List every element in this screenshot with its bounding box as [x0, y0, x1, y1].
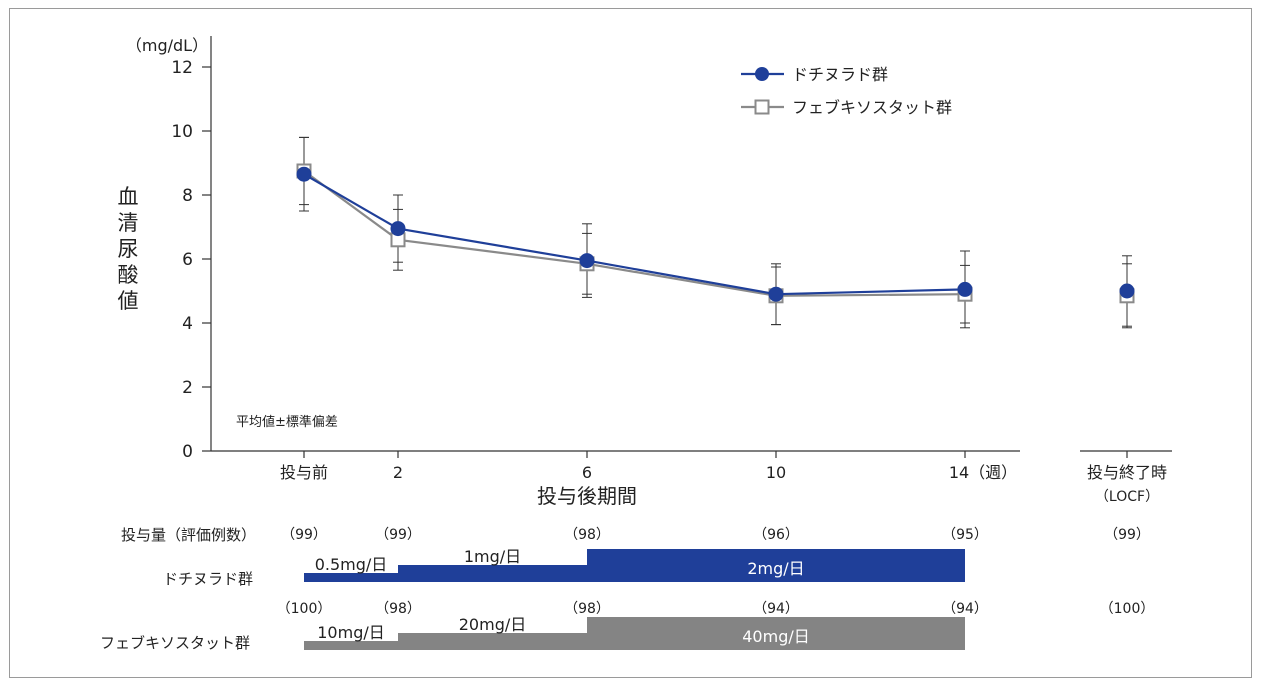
x-tick-sublabel: （LOCF）: [1095, 489, 1159, 505]
y-tick-label: 10: [171, 122, 193, 142]
evaluated-count: （94）: [942, 598, 988, 618]
dose-bar: [398, 565, 587, 582]
data-point: [769, 287, 783, 301]
dose-label: 2mg/日: [747, 555, 804, 579]
legend-label: フェブキソスタット群: [792, 98, 952, 117]
dose-label: 1mg/日: [464, 543, 521, 567]
y-unit-label: （mg/dL）: [126, 36, 208, 55]
y-axis-label-char: 値: [118, 289, 139, 313]
x-tick-label: 10: [766, 463, 786, 482]
x-tick-label: 6: [582, 463, 592, 482]
data-point: [391, 222, 405, 236]
dose-label: 10mg/日: [317, 619, 385, 643]
x-tick-label: 2: [393, 463, 403, 482]
evaluated-count: （98）: [375, 598, 421, 618]
y-tick-label: 2: [182, 378, 193, 398]
y-tick-label: 12: [171, 58, 193, 78]
dose-row-label-dotinurad: ドチヌラド群: [163, 568, 253, 589]
dose-label: 40mg/日: [742, 623, 810, 647]
x-tick-label: 投与前: [280, 463, 328, 482]
evaluated-count: （100）: [277, 598, 332, 618]
evaluated-count: （94）: [753, 598, 799, 618]
evaluated-count: （99）: [375, 524, 421, 544]
x-tick-label: 14（週）: [949, 463, 1017, 482]
y-tick-label: 4: [182, 314, 193, 334]
evaluated-count: （99）: [281, 524, 327, 544]
evaluated-count: （99）: [1104, 524, 1150, 544]
data-point: [958, 282, 972, 296]
dose-bar: [398, 633, 587, 650]
y-axis-label-char: 酸: [118, 263, 139, 287]
evaluated-count: （98）: [564, 598, 610, 618]
x-tick-label: 投与終了時: [1087, 463, 1167, 482]
dose-label: 0.5mg/日: [315, 551, 388, 575]
y-tick-label: 0: [182, 442, 193, 462]
data-point: [1120, 284, 1134, 298]
y-axis-label-char: 尿: [118, 237, 139, 261]
evaluated-count: （95）: [942, 524, 988, 544]
y-axis-label-char: 血: [118, 185, 139, 209]
dose-table-header: 投与量（評価例数）: [121, 524, 256, 545]
y-tick-label: 6: [182, 250, 193, 270]
legend-label: ドチヌラド群: [792, 65, 888, 84]
data-point: [580, 254, 594, 268]
legend-marker: [756, 101, 769, 114]
evaluated-count: （96）: [753, 524, 799, 544]
data-point: [297, 167, 311, 181]
legend-marker: [755, 67, 769, 81]
dose-row-label-febuxostat: フェブキソスタット群: [100, 632, 250, 653]
dose-label: 20mg/日: [459, 611, 527, 635]
evaluated-count: （100）: [1100, 598, 1155, 618]
sd-note: 平均値±標準偏差: [236, 414, 338, 430]
x-axis-label: 投与後期間: [537, 484, 637, 508]
y-axis-label-char: 清: [118, 211, 139, 235]
y-tick-label: 8: [182, 186, 193, 206]
evaluated-count: （98）: [564, 524, 610, 544]
